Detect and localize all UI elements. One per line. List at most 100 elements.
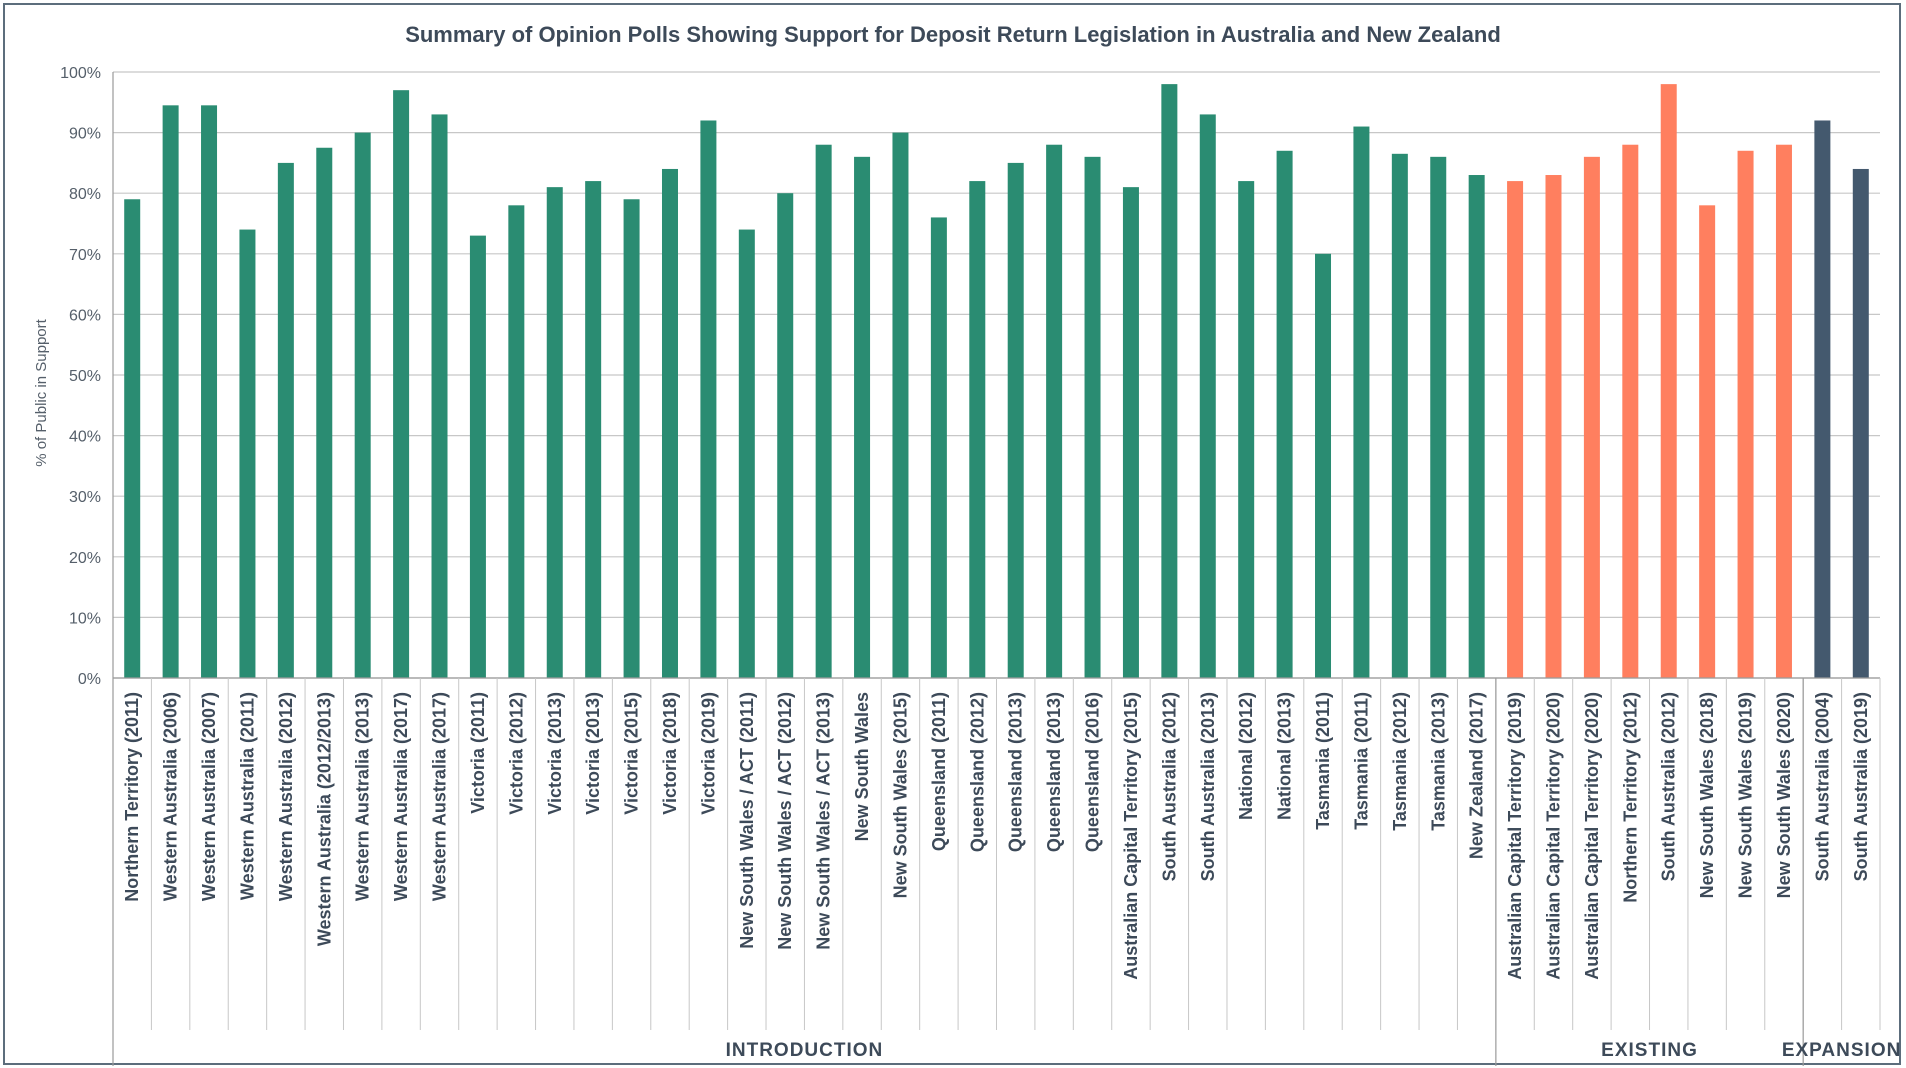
bar [700,120,717,679]
bar [1545,175,1562,678]
bar [201,105,218,678]
x-tick-label: New South Wales / ACT (2012) [775,692,795,950]
group-label: EXISTING [1601,1040,1698,1061]
bar [393,90,410,679]
x-tick-label: Tasmania (2013) [1428,692,1448,831]
x-tick-label: New South Wales / ACT (2013) [814,692,834,950]
x-tick-label: Western Australia (2017) [430,692,450,901]
x-tick-label: Australian Capital Territory (2019) [1505,692,1525,980]
bar [1084,156,1101,679]
bars [124,84,1869,679]
group-label: INTRODUCTION [726,1040,884,1061]
x-tick-label: Victoria (2018) [660,692,680,815]
x-tick-label: Australian Capital Territory (2015) [1121,692,1141,980]
x-tick-label: Tasmania (2012) [1390,692,1410,831]
x-tick-label: Victoria (2011) [468,692,488,814]
x-tick-label: Victoria (2019) [698,692,718,815]
y-axis-label: % of Public in Support [33,318,50,466]
axes: 0% 10% 20% 30% 40% 50% 60% 70% 80% 90% 100% Norther… [60,65,1902,1066]
bar [1315,253,1332,679]
bar [162,105,179,678]
x-tick-label: New South Wales [852,692,872,841]
x-tick-label: Western Australia (2011) [237,692,257,900]
bar [277,162,294,678]
y-tick-label: 100% [60,65,101,82]
bar [777,193,794,678]
x-tick-label: Western Australia (2007) [199,692,219,901]
x-tick-label: Western Australia (2012/2013) [314,692,334,946]
gridlines [113,71,1880,679]
bar [1391,153,1408,678]
bar [1238,181,1255,678]
bar [854,156,871,679]
bar [1583,156,1600,679]
bar [354,132,371,679]
bar [661,168,678,678]
x-tick-label: Western Australia (2013) [353,692,373,901]
y-tick-label: 40% [69,429,101,446]
x-tick-label: Australian Capital Territory (2020) [1543,692,1563,980]
y-tick-label: 20% [69,550,101,567]
x-tick-label: National (2013) [1275,692,1295,820]
bar [1775,144,1792,679]
bar [623,199,640,678]
bar [1468,175,1485,678]
bar [508,205,525,678]
bar [1353,126,1370,679]
bar [1122,187,1139,678]
bar [1161,84,1178,679]
x-tick-label: Queensland (2016) [1083,692,1103,852]
x-tick-label: South Australia (2019) [1851,692,1871,881]
x-tick-label: Northern Territory (2012) [1620,692,1640,903]
x-tick-label: New South Wales (2020) [1774,692,1794,898]
bar [930,217,947,678]
x-tick-label: Western Australia (2017) [391,692,411,901]
bar [1276,150,1293,678]
x-tick-label: Queensland (2013) [1006,692,1026,852]
x-tick-label: South Australia (2013) [1198,692,1218,881]
bar [316,147,333,678]
x-tick-label: Northern Territory (2011) [122,692,142,902]
x-tick-label: Western Australia (2012) [276,692,296,901]
y-tick-label: 10% [69,610,101,627]
bar [1507,181,1524,678]
x-tick-label: New South Wales / ACT (2011) [737,692,757,949]
x-tick-label: Queensland (2012) [967,692,987,852]
bar [1430,156,1447,679]
bar [815,144,832,679]
y-tick-label: 50% [69,368,101,385]
x-tick-label: New South Wales (2019) [1736,692,1756,898]
x-tick-label: Australian Capital Territory (2020) [1582,692,1602,980]
x-tick-label: Tasmania (2011) [1351,692,1371,830]
group-label: EXPANSION [1782,1040,1902,1061]
bar [1852,168,1869,678]
x-tick-label: South Australia (2004) [1812,692,1832,881]
bar [1814,120,1831,679]
bar [431,114,448,679]
x-tick-label: South Australia (2012) [1659,692,1679,881]
chart-title: Summary of Opinion Polls Showing Support… [405,22,1501,47]
y-tick-label: 70% [69,247,101,264]
bar [1699,205,1716,678]
x-tick-label: National (2012) [1236,692,1256,820]
bar [239,229,256,678]
x-tick-label: Victoria (2013) [545,692,565,815]
bar [1622,144,1639,679]
bar [892,132,909,679]
x-tick-label: Queensland (2011) [929,692,949,851]
bar [469,235,486,678]
bar [738,229,755,678]
x-tick-label: Queensland (2013) [1044,692,1064,852]
bar [124,199,141,678]
y-tick-label: 30% [69,489,101,506]
bar [1737,150,1754,678]
bar [969,181,986,678]
bar [546,187,563,678]
bar [585,181,602,678]
x-tick-label: Western Australia (2006) [161,692,181,901]
bar [1046,144,1063,679]
y-tick-label: 0% [78,671,101,688]
x-tick-label: New Zealand (2017) [1467,692,1487,859]
x-tick-label: New South Wales (2018) [1697,692,1717,898]
